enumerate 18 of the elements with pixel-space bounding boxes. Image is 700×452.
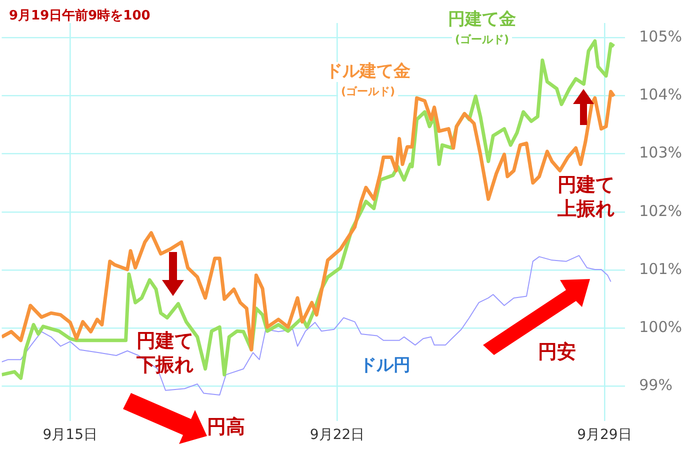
- y-tick-label: 104%: [639, 86, 682, 104]
- x-tick-label: 9月15日: [42, 427, 98, 444]
- x-tick-label: 9月29日: [577, 427, 632, 444]
- series-label: ドル建て金 (ゴールド): [326, 61, 410, 98]
- series-label: 円建て金 (ゴールド): [448, 9, 516, 46]
- x-tick-label: 9月22日: [310, 427, 365, 444]
- y-tick-label: 102%: [639, 202, 682, 220]
- annotation: 円安: [538, 340, 576, 363]
- y-tick-label: 105%: [639, 27, 682, 46]
- y-tick-label: 101%: [639, 260, 682, 278]
- annotation: 円建て上振れ: [556, 174, 614, 220]
- series-label: ドル円: [360, 355, 410, 376]
- y-tick-label: 100%: [639, 318, 682, 336]
- chart-title: 9月19日午前9時を100: [9, 8, 150, 24]
- annotation: 円高: [207, 416, 245, 438]
- y-tick-label: 103%: [639, 144, 682, 162]
- y-tick-label: 99%: [639, 376, 672, 394]
- annotation: 円建て下振れ: [136, 330, 194, 376]
